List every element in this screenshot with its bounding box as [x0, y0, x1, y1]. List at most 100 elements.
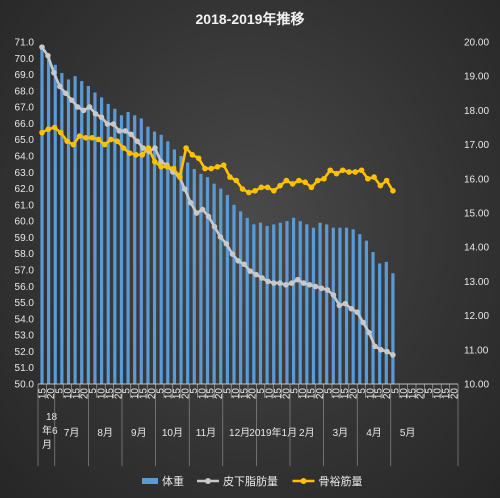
point-skeletal-muscle [346, 169, 352, 175]
y-right-tick-label: 20.00 [464, 38, 489, 49]
point-subcutaneous-fat [217, 234, 224, 240]
point-skeletal-muscle [365, 176, 371, 182]
bar-weight [358, 234, 362, 384]
point-subcutaneous-fat [247, 268, 253, 274]
point-skeletal-muscle [70, 141, 77, 148]
point-subcutaneous-fat [324, 287, 331, 293]
bar-weight [146, 126, 150, 384]
point-subcutaneous-fat [199, 206, 206, 213]
x-day-tick-label: 5 [55, 388, 66, 394]
legend-swatch-marker [205, 478, 211, 484]
point-skeletal-muscle [302, 179, 308, 186]
legend-swatch-weight [142, 478, 158, 484]
month-label: 18 年6 月 [42, 412, 58, 451]
y-left-tick-label: 70.0 [15, 54, 35, 65]
point-subcutaneous-fat [116, 128, 123, 134]
bar-weight [384, 261, 388, 384]
bar-weight [66, 79, 71, 384]
bar-weight [106, 103, 110, 384]
point-subcutaneous-fat [384, 348, 390, 355]
y-left-tick-label: 53.0 [15, 331, 35, 342]
legend-swatch-marker [300, 478, 307, 484]
point-subcutaneous-fat [92, 111, 99, 117]
month-label: 9月 [131, 427, 147, 439]
month-label: 2月 [299, 427, 315, 439]
point-subcutaneous-fat [229, 251, 236, 257]
point-subcutaneous-fat [300, 280, 307, 286]
point-skeletal-muscle [126, 150, 133, 156]
bar-weight [285, 221, 289, 384]
x-day-tick-label: 15 [273, 388, 284, 400]
x-day-tick-label: 15 [340, 388, 351, 400]
x-day-tick-label: 20 [382, 388, 393, 400]
point-skeletal-muscle [333, 170, 340, 177]
bar-weight [99, 97, 104, 384]
bar-weight [139, 118, 143, 385]
point-subcutaneous-fat [140, 145, 146, 151]
point-subcutaneous-fat [294, 276, 301, 283]
point-skeletal-muscle [189, 152, 196, 158]
point-skeletal-muscle [139, 152, 146, 158]
point-skeletal-muscle [133, 152, 139, 158]
bar-weight [364, 240, 369, 384]
x-day-tick-label: 15 [38, 388, 49, 400]
point-skeletal-muscle [183, 145, 189, 151]
x-day-tick-label: 15 [71, 388, 82, 400]
x-day-tick-label: 10 [298, 388, 309, 400]
legend: 体重 皮下脂肪量 骨裕筋量 [142, 474, 363, 488]
point-subcutaneous-fat [51, 69, 57, 76]
point-subcutaneous-fat [277, 280, 283, 286]
lines-layer [39, 44, 396, 358]
y-left-tick-label: 71.0 [15, 38, 35, 49]
x-day-tick-label: 15 [172, 388, 183, 400]
bar-weight [239, 211, 243, 384]
bar-weight [232, 204, 236, 384]
y-right-tick-label: 17.00 [464, 140, 489, 151]
y-right-tick-label: 11.00 [464, 345, 489, 356]
point-skeletal-muscle [83, 134, 89, 141]
point-subcutaneous-fat [306, 282, 313, 288]
x-day-tick-label: 5 [122, 388, 133, 394]
x-day-tick-label: 15 [407, 388, 418, 400]
point-subcutaneous-fat [57, 83, 63, 90]
point-skeletal-muscle [45, 126, 52, 133]
y-left-tick-label: 65.0 [15, 135, 35, 146]
x-day-tick-label: 20 [349, 388, 360, 400]
point-skeletal-muscle [358, 167, 365, 174]
point-skeletal-muscle [208, 165, 214, 172]
legend-label: 皮下脂肪量 [223, 474, 278, 488]
point-subcutaneous-fat [104, 121, 111, 127]
point-subcutaneous-fat [360, 319, 366, 326]
bar-weight [331, 227, 335, 384]
bar-weight [252, 224, 256, 384]
x-day-tick-label: 5 [323, 388, 334, 394]
bar-weight [80, 81, 84, 384]
point-subcutaneous-fat [390, 352, 396, 358]
y-right-tick-label: 18.00 [464, 106, 489, 117]
point-subcutaneous-fat [312, 283, 319, 290]
point-subcutaneous-fat [283, 282, 289, 288]
point-skeletal-muscle [39, 129, 45, 136]
y-left-tick-label: 60.0 [15, 217, 35, 228]
point-subcutaneous-fat [98, 114, 105, 121]
x-day-tick-label: 20 [181, 388, 192, 400]
x-day-tick-label: 10 [97, 388, 108, 400]
point-skeletal-muscle [170, 165, 177, 172]
y-right-tick-label: 13.00 [464, 277, 489, 288]
bar-weight [219, 188, 223, 384]
bar-weight [371, 252, 375, 384]
bars-layer [40, 45, 395, 385]
x-day-tick-label: 10 [63, 388, 74, 400]
x-day-tick-label: 10 [164, 388, 175, 400]
point-subcutaneous-fat [193, 210, 200, 216]
point-subcutaneous-fat [187, 199, 194, 206]
point-skeletal-muscle [76, 133, 83, 139]
point-subcutaneous-fat [288, 280, 295, 286]
x-day-tick-label: 20 [416, 388, 427, 400]
y-right-tick-label: 12.00 [464, 311, 489, 322]
month-label: 8月 [97, 427, 113, 439]
point-skeletal-muscle [51, 124, 58, 131]
y-left-tick-label: 57.0 [15, 266, 35, 277]
y-right-tick-label: 10.00 [464, 380, 489, 391]
